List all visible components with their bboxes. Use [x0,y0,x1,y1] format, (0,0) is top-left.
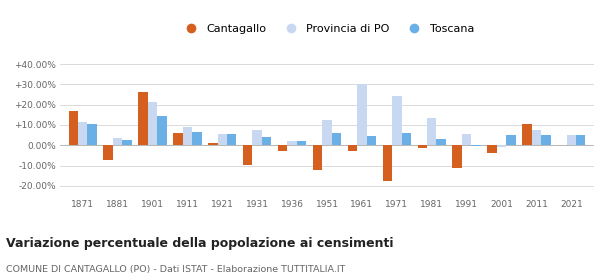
Bar [139,92,148,145]
Bar [418,145,427,148]
Bar [148,102,157,145]
Bar [392,95,401,145]
Bar [506,135,515,145]
Bar [313,145,322,170]
Bar [278,145,287,151]
Bar [367,136,376,145]
Bar [68,111,78,145]
Bar [472,145,481,146]
Bar [287,141,297,145]
Bar [462,134,472,145]
Bar [576,135,586,145]
Bar [297,141,306,145]
Bar [182,127,192,145]
Bar [566,135,576,145]
Bar [427,118,436,145]
Bar [487,145,497,153]
Bar [522,124,532,145]
Bar [113,138,122,145]
Bar [218,134,227,145]
Bar [452,145,462,168]
Bar [78,122,88,145]
Bar [173,133,182,145]
Bar [192,132,202,145]
Legend: Cantagallo, Provincia di PO, Toscana: Cantagallo, Provincia di PO, Toscana [175,20,479,38]
Bar [332,133,341,145]
Bar [357,84,367,145]
Bar [532,130,541,145]
Bar [348,145,357,151]
Bar [103,145,113,160]
Bar [122,140,132,145]
Bar [436,139,446,145]
Bar [383,145,392,181]
Text: COMUNE DI CANTAGALLO (PO) - Dati ISTAT - Elaborazione TUTTITALIA.IT: COMUNE DI CANTAGALLO (PO) - Dati ISTAT -… [6,265,346,274]
Bar [262,137,271,145]
Bar [227,134,236,145]
Bar [322,120,332,145]
Bar [253,130,262,145]
Bar [497,145,506,147]
Bar [541,135,551,145]
Bar [208,143,218,145]
Bar [243,145,253,165]
Text: Variazione percentuale della popolazione ai censimenti: Variazione percentuale della popolazione… [6,237,394,249]
Bar [88,124,97,145]
Bar [401,133,411,145]
Bar [157,116,167,145]
